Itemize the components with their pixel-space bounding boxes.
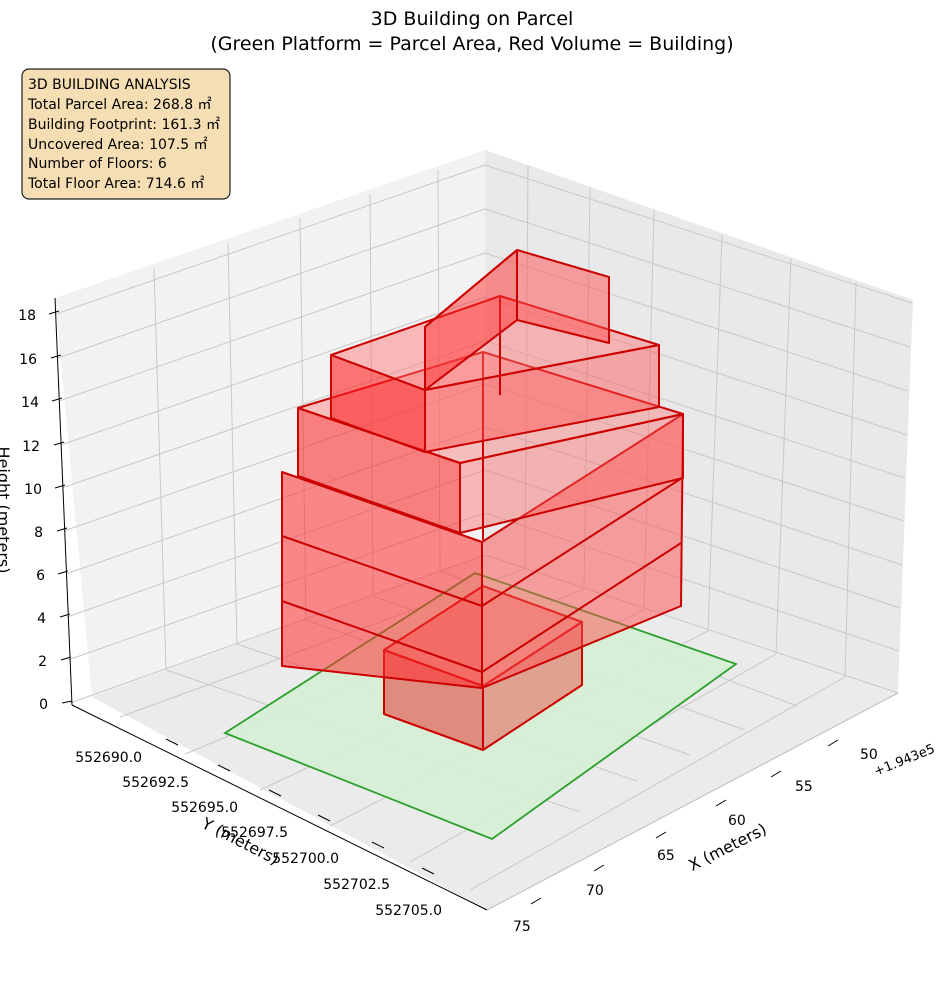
z-tick-label: 0: [39, 697, 48, 713]
info-box-parcel-area: Total Parcel Area: 268.8 ㎡: [27, 97, 212, 113]
y-tick-label: 552697.5: [221, 825, 288, 841]
z-tick-label: 12: [22, 439, 40, 455]
x-tick-label: 70: [586, 883, 604, 899]
x-tick-label: 55: [795, 779, 813, 795]
x-offset-label: +1.943e5: [872, 742, 937, 780]
chart-subtitle: (Green Platform = Parcel Area, Red Volum…: [210, 33, 733, 55]
info-box-floor-area: Total Floor Area: 714.6 ㎡: [27, 176, 204, 192]
y-tick-label: 552700.0: [272, 851, 339, 867]
z-tick-label: 2: [38, 654, 47, 670]
z-tick-label: 6: [36, 568, 45, 584]
y-tick-marks: [165, 738, 435, 875]
y-tick-label: 552690.0: [75, 750, 142, 766]
z-axis-label: Height (meters): [0, 447, 13, 574]
info-box-floors: Number of Floors: 6: [28, 156, 167, 172]
y-tick-label: 552705.0: [375, 903, 442, 919]
info-box-footprint: Building Footprint: 161.3 ㎡: [28, 117, 220, 133]
building-top-roof: [516, 249, 610, 344]
z-axis: 0 2 4 6 8 10 12 14 16 18 Height (meters): [0, 308, 73, 713]
x-tick-marks: [530, 739, 839, 905]
z-tick-label: 14: [21, 395, 39, 411]
z-tick-label: 4: [37, 611, 46, 627]
building-volume: [281, 249, 684, 751]
info-box-heading: 3D BUILDING ANALYSIS: [28, 77, 191, 93]
z-tick-label: 18: [18, 308, 36, 324]
x-tick-label: 50: [860, 747, 878, 763]
info-box: 3D BUILDING ANALYSIS Total Parcel Area: …: [21, 68, 231, 200]
y-tick-label: 552702.5: [323, 877, 390, 893]
z-tick-label: 8: [34, 525, 43, 541]
info-box-uncovered: Uncovered Area: 107.5 ㎡: [28, 137, 208, 153]
y-tick-label: 552692.5: [122, 775, 189, 791]
z-tick-marks: [48, 310, 73, 704]
x-tick-label: 60: [728, 813, 746, 829]
z-tick-label: 10: [24, 482, 42, 498]
x-tick-label: 65: [657, 848, 675, 864]
info-box-background: [21, 68, 231, 200]
pane-edges: [54, 297, 899, 911]
y-tick-label: 552695.0: [171, 800, 238, 816]
chart-title: 3D Building on Parcel: [371, 8, 574, 30]
building-upper-right: [424, 344, 660, 453]
x-tick-label: 75: [513, 919, 531, 935]
z-tick-label: 16: [19, 352, 37, 368]
